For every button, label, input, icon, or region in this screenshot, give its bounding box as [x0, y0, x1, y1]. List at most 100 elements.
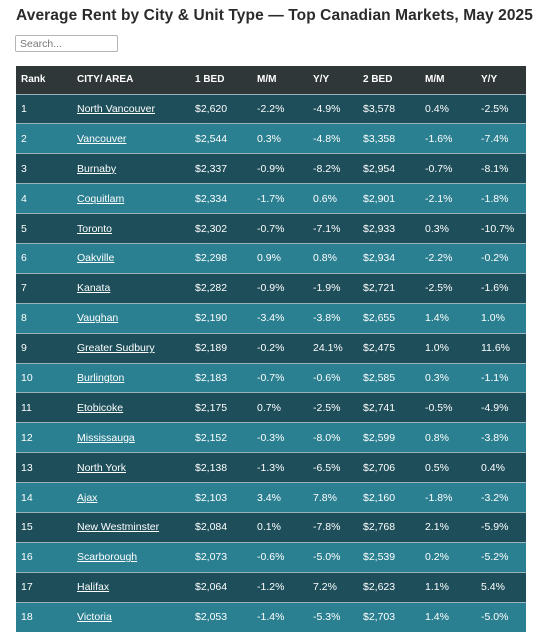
two-bed-yy-cell: -10.7%	[481, 222, 515, 235]
two-bed-yy-cell: -5.2%	[481, 551, 509, 564]
city-cell: Burlington	[72, 363, 190, 393]
one-bed-yy-cell: -3.8%	[313, 312, 341, 325]
city-cell: New Westminster	[72, 512, 190, 542]
city-link[interactable]: Toronto	[77, 222, 113, 235]
city-link[interactable]: Greater Sudbury	[77, 342, 155, 355]
search-input[interactable]	[15, 35, 118, 52]
two-bed-yy-cell: -2.5%	[481, 102, 509, 115]
city-link[interactable]: Vaughan	[77, 312, 119, 325]
city-link[interactable]: Vancouver	[77, 132, 127, 145]
city-link[interactable]: Oakville	[77, 252, 115, 265]
two-bed-yy-cell: -3.8%	[481, 431, 509, 444]
one-bed-yy-cell: 7.8%	[313, 491, 337, 504]
one-bed-yy-cell: -0.6%	[313, 371, 341, 384]
one-bed-yy-cell: -8.2%	[313, 162, 341, 175]
two-bed-yy-cell: 1.0%	[481, 312, 505, 325]
two-bed-rent-cell: $2,741	[363, 401, 396, 414]
rank-cell: 13	[21, 461, 33, 474]
rank-cell: 2	[21, 132, 27, 145]
city-link[interactable]: North Vancouver	[77, 102, 156, 115]
two-bed-mm-cell: -2.1%	[425, 192, 453, 205]
two-bed-yy-cell: 11.6%	[481, 342, 510, 355]
header-2-bed[interactable]: 2 BED	[363, 74, 393, 86]
rank-cell: 18	[21, 611, 33, 624]
two-bed-rent-cell: $2,934	[363, 252, 396, 265]
city-link[interactable]: Burlington	[77, 371, 125, 384]
city-link[interactable]: Coquitlam	[77, 192, 125, 205]
table-row: 12 Mississauga $2,152 -0.3% -8.0% $2,599 0.8% -…	[16, 422, 526, 453]
header-1-bed-mm[interactable]: M/M	[257, 74, 277, 86]
one-bed-yy-cell: -1.9%	[313, 282, 341, 295]
table-row: 2 Vancouver $2,544 0.3% -4.8% $3,358 -1.6% -7.4…	[16, 123, 526, 154]
one-bed-mm-cell: -2.2%	[257, 102, 285, 115]
two-bed-rent-cell: $2,599	[363, 431, 396, 444]
two-bed-mm-cell: 0.3%	[425, 222, 449, 235]
one-bed-yy-cell: -5.0%	[313, 551, 341, 564]
two-bed-rent-cell: $2,160	[363, 491, 396, 504]
two-bed-yy-cell: -0.2%	[481, 252, 509, 265]
two-bed-rent-cell: $2,954	[363, 162, 396, 175]
one-bed-mm-cell: 3.4%	[257, 491, 281, 504]
city-link[interactable]: Kanata	[77, 282, 111, 295]
rank-cell: 17	[21, 581, 33, 594]
one-bed-yy-cell: 0.6%	[313, 192, 337, 205]
rent-table-container: Rank CITY/ AREA 1 BED M/M Y/Y 2 BED M/M …	[16, 66, 526, 633]
city-link[interactable]: Burnaby	[77, 162, 117, 175]
one-bed-mm-cell: -0.3%	[257, 431, 285, 444]
table-row: 18 Victoria $2,053 -1.4% -5.3% $2,703 1.4% -5.0…	[16, 602, 526, 633]
one-bed-mm-cell: -0.2%	[257, 342, 285, 355]
rank-cell: 1	[21, 102, 27, 115]
two-bed-mm-cell: 1.1%	[425, 581, 449, 594]
one-bed-mm-cell: 0.9%	[257, 252, 281, 265]
one-bed-mm-cell: -0.6%	[257, 551, 285, 564]
two-bed-rent-cell: $2,768	[363, 521, 396, 534]
one-bed-mm-cell: -1.3%	[257, 461, 285, 474]
one-bed-yy-cell: -4.8%	[313, 132, 341, 145]
city-link[interactable]: New Westminster	[77, 521, 160, 534]
header-2-bed-yy[interactable]: Y/Y	[481, 74, 498, 86]
one-bed-rent-cell: $2,103	[195, 491, 228, 504]
table-row: 5 Toronto $2,302 -0.7% -7.1% $2,933 0.3% -10.7%	[16, 213, 526, 244]
header-2-bed-mm[interactable]: M/M	[425, 74, 445, 86]
one-bed-mm-cell: -1.2%	[257, 581, 285, 594]
two-bed-mm-cell: 1.4%	[425, 611, 449, 624]
city-cell: Ajax	[72, 483, 190, 513]
table-row: 3 Burnaby $2,337 -0.9% -8.2% $2,954 -0.7% -8.1%	[16, 153, 526, 184]
city-link[interactable]: Etobicoke	[77, 401, 124, 414]
city-link[interactable]: Mississauga	[77, 431, 135, 444]
header-1-bed[interactable]: 1 BED	[195, 74, 225, 86]
two-bed-yy-cell: -4.9%	[481, 401, 509, 414]
header-1-bed-yy[interactable]: Y/Y	[313, 74, 330, 86]
page-title: Average Rent by City & Unit Type — Top C…	[16, 7, 533, 24]
two-bed-mm-cell: -2.5%	[425, 282, 453, 295]
header-rank[interactable]: Rank	[21, 74, 46, 86]
one-bed-mm-cell: 0.3%	[257, 132, 281, 145]
two-bed-mm-cell: 0.3%	[425, 371, 449, 384]
one-bed-rent-cell: $2,620	[195, 102, 228, 115]
city-cell: Etobicoke	[72, 393, 190, 423]
city-cell: North York	[72, 453, 190, 483]
one-bed-yy-cell: 0.8%	[313, 252, 337, 265]
city-link[interactable]: Victoria	[77, 611, 112, 624]
two-bed-mm-cell: 0.2%	[425, 551, 449, 564]
city-cell: Mississauga	[72, 423, 190, 453]
city-link[interactable]: Scarborough	[77, 551, 138, 564]
two-bed-yy-cell: -1.1%	[481, 371, 509, 384]
two-bed-rent-cell: $2,721	[363, 282, 396, 295]
header-city-area[interactable]: CITY/ AREA	[77, 74, 134, 86]
table-row: 14 Ajax $2,103 3.4% 7.8% $2,160 -1.8% -3.2%	[16, 482, 526, 513]
table-row: 11 Etobicoke $2,175 0.7% -2.5% $2,741 -0.5% -4.…	[16, 392, 526, 423]
two-bed-rent-cell: $2,706	[363, 461, 396, 474]
one-bed-rent-cell: $2,084	[195, 521, 228, 534]
table-header-row: Rank CITY/ AREA 1 BED M/M Y/Y 2 BED M/M …	[16, 66, 526, 94]
one-bed-rent-cell: $2,190	[195, 312, 228, 325]
one-bed-mm-cell: -0.7%	[257, 371, 285, 384]
city-link[interactable]: Halifax	[77, 581, 110, 594]
one-bed-yy-cell: -7.1%	[313, 222, 341, 235]
city-link[interactable]: Ajax	[77, 491, 98, 504]
two-bed-mm-cell: 2.1%	[425, 521, 449, 534]
city-link[interactable]: North York	[77, 461, 127, 474]
one-bed-yy-cell: 7.2%	[313, 581, 337, 594]
table-row: 17 Halifax $2,064 -1.2% 7.2% $2,623 1.1% 5.4%	[16, 572, 526, 603]
one-bed-rent-cell: $2,152	[195, 431, 228, 444]
